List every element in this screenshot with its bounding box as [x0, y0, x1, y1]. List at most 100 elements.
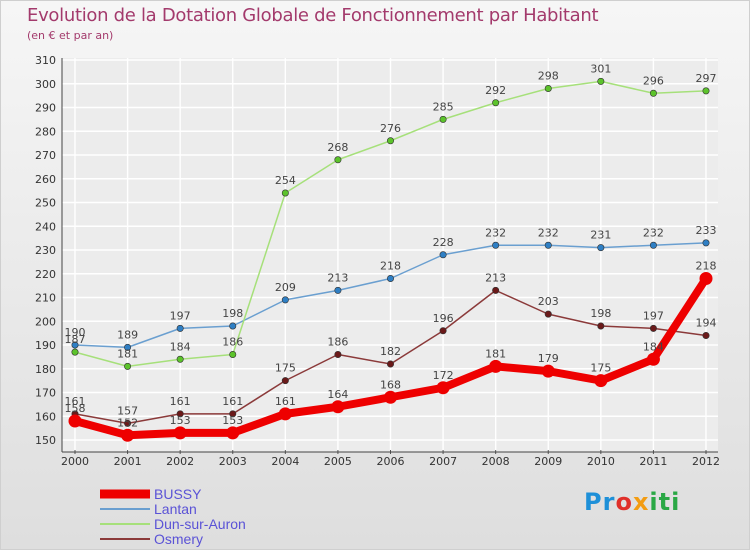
x-tick-label: 2011	[639, 455, 667, 468]
data-point	[649, 89, 657, 97]
data-point	[702, 331, 710, 339]
data-point	[594, 374, 608, 388]
data-point	[384, 390, 397, 404]
data-label: 232	[538, 226, 559, 239]
y-tick-label: 170	[35, 387, 56, 400]
data-point	[699, 272, 713, 285]
data-point	[173, 426, 187, 440]
data-label: 254	[275, 174, 296, 187]
data-point	[702, 87, 710, 95]
data-label: 184	[643, 340, 664, 353]
data-label: 172	[433, 369, 454, 382]
y-tick-label: 270	[35, 149, 56, 162]
data-labels: 158 152 153 153 161 164 168 172 181 179 175 184 218 1…	[65, 62, 717, 429]
data-label: 152	[117, 416, 138, 429]
data-point	[492, 241, 500, 249]
data-point	[229, 410, 237, 418]
x-tick-label: 2001	[114, 455, 142, 468]
data-point	[386, 360, 394, 368]
data-point	[597, 322, 605, 330]
data-point	[649, 324, 657, 332]
data-point	[124, 343, 132, 351]
y-tick-label: 180	[35, 363, 56, 376]
x-tick-label: 2007	[429, 455, 457, 468]
y-tick-label: 200	[35, 315, 56, 328]
data-label: 168	[380, 378, 401, 391]
y-tick-label: 190	[35, 339, 56, 352]
y-tick-label: 290	[35, 102, 56, 115]
x-tick-label: 2012	[692, 455, 720, 468]
legend-label: BUSSY	[154, 486, 202, 502]
y-tick-label: 220	[35, 268, 56, 281]
data-point	[331, 400, 345, 414]
data-label: 228	[433, 236, 454, 249]
legend-label: Lantan	[154, 501, 197, 517]
y-tick-label: 150	[35, 434, 56, 447]
data-point	[597, 77, 605, 85]
y-tick-label: 160	[35, 410, 56, 423]
data-point	[281, 377, 289, 385]
y-tick-label: 280	[35, 125, 56, 138]
data-label: 194	[696, 317, 717, 330]
x-tick-label: 2009	[534, 455, 562, 468]
data-label: 301	[590, 62, 611, 75]
data-point	[334, 350, 342, 358]
data-point	[229, 322, 237, 330]
data-point	[68, 414, 82, 428]
x-tick-label: 2010	[587, 455, 615, 468]
data-label: 186	[327, 336, 348, 349]
data-point	[646, 352, 660, 366]
data-point	[436, 381, 450, 395]
data-label: 197	[170, 309, 191, 322]
x-tick-label: 2004	[271, 455, 299, 468]
data-point	[278, 407, 292, 421]
data-label: 181	[485, 347, 506, 360]
data-label: 297	[696, 72, 717, 85]
data-point	[439, 327, 447, 335]
chart-title: Evolution de la Dotation Globale de Fonc…	[27, 5, 599, 26]
data-label: 232	[643, 226, 664, 239]
data-point	[386, 274, 394, 282]
chart-subtitle: (en € et par an)	[27, 29, 114, 42]
data-label: 179	[538, 352, 559, 365]
x-tick-label: 2003	[219, 455, 247, 468]
y-tick-label: 300	[35, 78, 56, 91]
data-label: 161	[65, 395, 86, 408]
data-label: 196	[433, 312, 454, 325]
y-tick-label: 240	[35, 220, 56, 233]
data-point	[544, 310, 552, 318]
data-label: 203	[538, 295, 559, 308]
data-point	[541, 364, 555, 378]
data-label: 232	[485, 226, 506, 239]
data-label: 296	[643, 74, 664, 87]
y-tick-label: 310	[35, 54, 56, 67]
y-tick-label: 210	[35, 292, 56, 305]
data-label: 218	[696, 260, 717, 273]
data-point	[597, 244, 605, 252]
data-label: 213	[485, 271, 506, 284]
data-point	[544, 85, 552, 93]
data-point	[229, 350, 237, 358]
data-label: 153	[222, 414, 243, 427]
data-point	[124, 362, 132, 370]
data-label: 198	[590, 307, 611, 320]
data-label: 175	[275, 362, 296, 375]
x-tick-label: 2006	[377, 455, 405, 468]
axes: 150 160 170 180 190 200 210 220 230 240 250 260 270 2…	[35, 54, 720, 468]
data-point	[492, 99, 500, 107]
data-label: 161	[222, 395, 243, 408]
data-label: 190	[65, 326, 86, 339]
data-label: 213	[327, 271, 348, 284]
data-label: 164	[327, 388, 348, 401]
data-label: 161	[275, 395, 296, 408]
data-label: 184	[170, 340, 191, 353]
data-label: 298	[538, 70, 559, 83]
data-point	[649, 241, 657, 249]
data-point	[176, 355, 184, 363]
data-label: 189	[117, 328, 138, 341]
x-tick-label: 2002	[166, 455, 194, 468]
data-label: 182	[380, 345, 401, 358]
data-label: 197	[643, 309, 664, 322]
data-label: 187	[65, 333, 86, 346]
